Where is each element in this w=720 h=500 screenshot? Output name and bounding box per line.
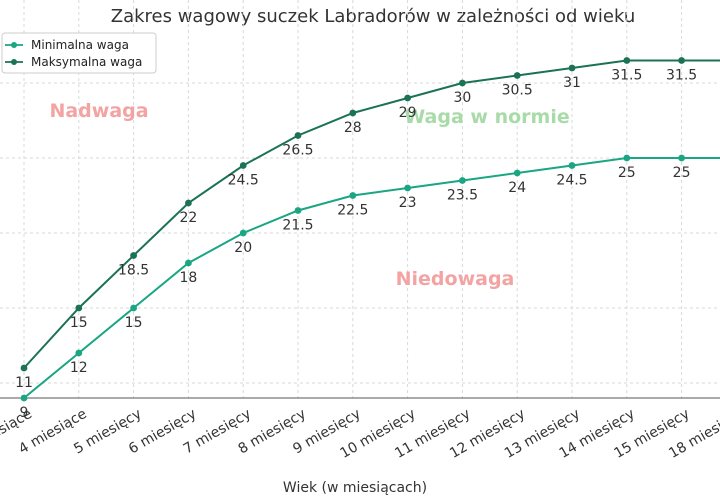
data-point xyxy=(294,207,302,214)
data-point xyxy=(568,64,576,72)
data-point xyxy=(513,72,521,79)
data-label: 18.5 xyxy=(118,263,149,279)
legend-marker-min xyxy=(11,42,17,48)
data-point xyxy=(459,79,466,87)
data-point xyxy=(75,349,83,357)
data-label: 23.5 xyxy=(447,188,478,204)
data-label: 15 xyxy=(70,315,88,331)
data-label: 31.5 xyxy=(666,68,697,84)
annotation-normal: Waga w normie xyxy=(404,106,569,128)
data-label: 12 xyxy=(70,360,88,376)
data-label: 24 xyxy=(508,180,526,196)
data-label: 30.5 xyxy=(502,83,533,99)
series-line-0 xyxy=(23,157,720,399)
data-point xyxy=(513,169,521,177)
data-label: 20 xyxy=(234,240,252,256)
data-point xyxy=(404,184,411,192)
data-point xyxy=(459,177,466,184)
data-labels: 91215182021.522.52323.52424.525252511151… xyxy=(15,68,697,422)
data-point xyxy=(20,364,28,372)
zone-annotations: Nadwaga Waga w normie Niedowaga xyxy=(49,100,569,290)
series-line-1 xyxy=(23,59,720,369)
data-label: 11 xyxy=(15,375,33,391)
data-point xyxy=(294,132,302,139)
legend-label-max: Maksymalna waga xyxy=(31,55,142,69)
data-point xyxy=(349,192,357,199)
legend-label-min: Minimalna waga xyxy=(31,38,129,52)
data-point xyxy=(185,259,192,267)
data-point xyxy=(623,154,631,162)
data-label: 30 xyxy=(453,90,471,106)
data-point xyxy=(678,57,685,64)
data-label: 31 xyxy=(563,75,581,91)
series-points xyxy=(20,57,685,402)
data-label: 23 xyxy=(399,195,417,211)
data-label: 21.5 xyxy=(282,218,313,234)
data-label: 25 xyxy=(618,165,636,181)
series-lines xyxy=(23,59,720,399)
data-point xyxy=(623,57,631,64)
legend-marker-max xyxy=(11,59,17,65)
data-label: 15 xyxy=(125,315,143,331)
data-point xyxy=(678,154,685,162)
data-label: 18 xyxy=(179,270,197,286)
data-point xyxy=(239,229,247,237)
data-point xyxy=(404,94,411,102)
data-label: 31.5 xyxy=(611,68,642,84)
data-label: 28 xyxy=(344,120,362,136)
data-point xyxy=(185,199,192,207)
data-point xyxy=(20,394,28,402)
data-point xyxy=(568,162,576,169)
chart-title: Zakres wagowy suczek Labradorów w zależn… xyxy=(111,6,636,27)
data-label: 9 xyxy=(20,405,29,421)
data-label: 29 xyxy=(399,105,417,121)
data-label: 26.5 xyxy=(282,143,313,159)
data-label: 22.5 xyxy=(337,203,368,219)
x-axis-title: Wiek (w miesiącach) xyxy=(283,480,427,496)
legend-box xyxy=(1,32,157,74)
data-point xyxy=(130,252,138,259)
data-point xyxy=(349,109,357,117)
data-point xyxy=(75,304,83,312)
data-label: 24.5 xyxy=(556,173,587,189)
annotation-overweight: Nadwaga xyxy=(49,100,148,122)
data-label: 25 xyxy=(673,165,691,181)
data-label: 24.5 xyxy=(228,173,259,189)
legend: Minimalna waga Maksymalna waga xyxy=(1,32,157,74)
data-point xyxy=(130,304,138,312)
annotation-underweight: Niedowaga xyxy=(396,268,515,290)
data-point xyxy=(239,162,247,169)
data-label: 22 xyxy=(179,210,197,226)
